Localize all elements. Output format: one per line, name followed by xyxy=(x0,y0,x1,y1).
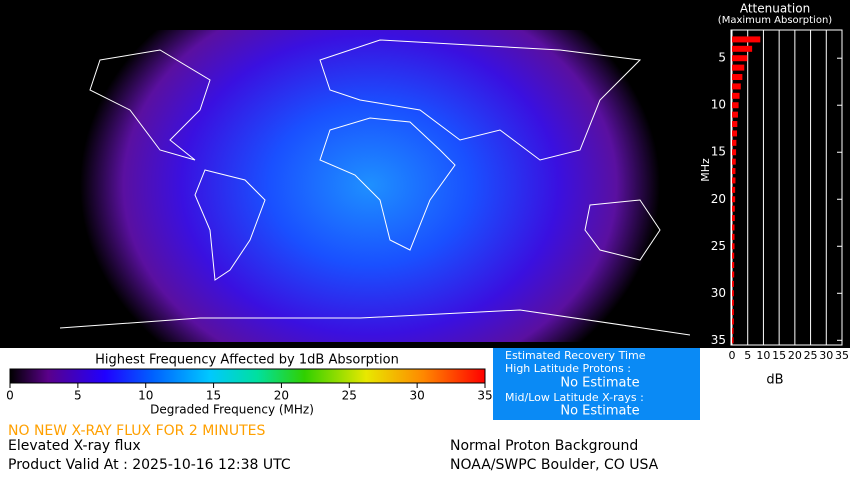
bar xyxy=(732,215,735,222)
colorbar-tick-label: 0 xyxy=(6,389,14,403)
x-tick-label: 10 xyxy=(756,349,770,362)
bar xyxy=(732,252,735,259)
colorbar-tick-label: 20 xyxy=(274,389,289,403)
x-tick-label: 30 xyxy=(819,349,833,362)
y-tick-label: 30 xyxy=(711,286,726,300)
bar xyxy=(732,205,735,212)
bar xyxy=(732,55,748,62)
bar xyxy=(732,45,753,52)
bar xyxy=(732,111,738,118)
x-tick-label: 5 xyxy=(744,349,751,362)
bar xyxy=(732,149,737,156)
bar xyxy=(732,224,735,231)
bar xyxy=(732,83,741,90)
bar xyxy=(732,309,734,316)
valid-time: Product Valid At : 2025-10-16 12:38 UTC xyxy=(8,457,291,473)
bar xyxy=(732,233,735,240)
bar xyxy=(732,318,734,325)
alert-text: NO NEW X-RAY FLUX FOR 2 MINUTES xyxy=(8,423,266,439)
recovery-value: No Estimate xyxy=(560,404,639,419)
bar xyxy=(732,139,737,146)
x-axis-label: dB xyxy=(766,373,783,388)
coastlines xyxy=(59,39,690,336)
bar xyxy=(732,36,761,43)
absorption-region xyxy=(80,30,660,342)
xray-status: Elevated X-ray flux xyxy=(8,438,141,454)
x-tick-label: 20 xyxy=(788,349,802,362)
y-axis-label: MHz xyxy=(699,158,712,182)
recovery-box xyxy=(493,348,700,420)
y-tick-label: 15 xyxy=(711,145,726,159)
bar xyxy=(732,92,740,99)
colorbar-tick-label: 15 xyxy=(206,389,221,403)
colorbar xyxy=(9,368,486,384)
colorbar-tick-label: 30 xyxy=(410,389,425,403)
y-tick-label: 35 xyxy=(711,333,726,347)
credit: NOAA/SWPC Boulder, CO USA xyxy=(450,457,659,473)
bar xyxy=(732,130,738,137)
colorbar-tick-label: 25 xyxy=(342,389,357,403)
bar xyxy=(732,327,734,334)
bar xyxy=(732,196,736,203)
y-tick-label: 20 xyxy=(711,192,726,206)
bar xyxy=(732,121,738,128)
colorbar-tick-label: 5 xyxy=(74,389,82,403)
bar xyxy=(732,64,745,71)
y-tick-label: 5 xyxy=(718,51,726,65)
map xyxy=(59,30,690,342)
colorbar-tick-label: 35 xyxy=(477,389,492,403)
bar xyxy=(732,290,734,297)
recovery-value: No Estimate xyxy=(560,376,639,391)
y-tick-label: 25 xyxy=(711,239,726,253)
bar xyxy=(732,186,736,193)
bar xyxy=(732,271,735,278)
chart-title: Attenuation xyxy=(740,2,810,16)
x-tick-label: 15 xyxy=(772,349,786,362)
y-tick-label: 10 xyxy=(711,98,726,112)
bar xyxy=(732,177,736,184)
recovery-title: Estimated Recovery Time xyxy=(505,349,646,362)
bar xyxy=(732,243,735,250)
x-tick-label: 0 xyxy=(729,349,736,362)
bar xyxy=(732,102,739,109)
recovery-label: Mid/Low Latitude X-rays : xyxy=(505,391,644,404)
x-tick-label: 25 xyxy=(804,349,818,362)
proton-status: Normal Proton Background xyxy=(450,438,638,454)
bar xyxy=(732,74,743,81)
chart-subtitle: (Maximum Absorption) xyxy=(718,15,832,26)
x-tick-label: 35 xyxy=(835,349,849,362)
bar xyxy=(732,337,734,344)
recovery-label: High Latitude Protons : xyxy=(505,362,631,375)
bar xyxy=(732,168,736,175)
colorbar-title: Highest Frequency Affected by 1dB Absorp… xyxy=(95,353,399,368)
bar xyxy=(732,299,734,306)
bar xyxy=(732,262,735,269)
colorbar-tick-label: 10 xyxy=(138,389,153,403)
bar xyxy=(732,158,736,165)
colorbar-label: Degraded Frequency (MHz) xyxy=(150,403,314,417)
bar xyxy=(732,280,734,287)
